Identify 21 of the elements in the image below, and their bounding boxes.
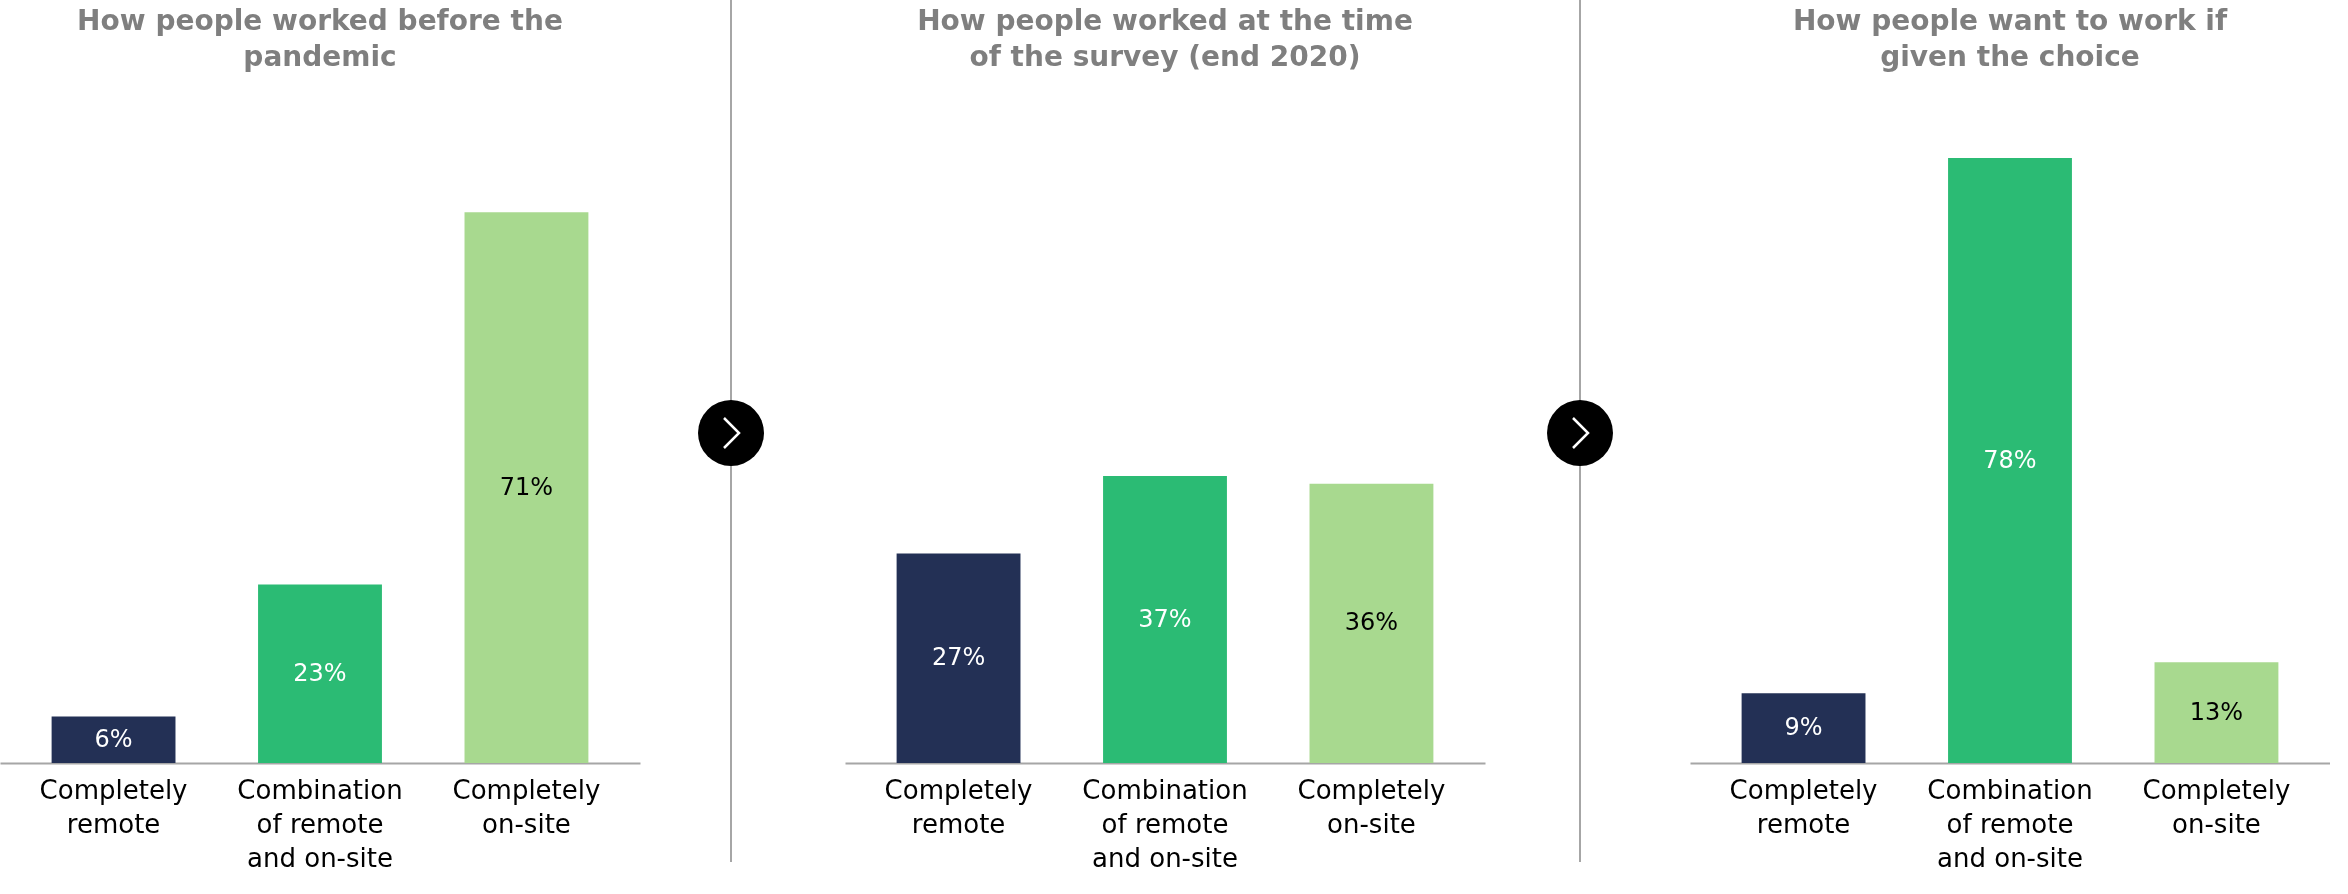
data-label: 27% <box>931 643 986 672</box>
x-tick-label: Combination of remote and on-site <box>237 774 403 873</box>
data-label: 23% <box>293 658 347 687</box>
x-tick-label: Completely on-site <box>452 774 601 839</box>
data-label: 71% <box>499 472 554 501</box>
data-label: 6% <box>94 724 133 753</box>
chart-title: How people worked at the time of the survey (end 2020) <box>917 4 1413 73</box>
x-tick-label: Completely on-site <box>2142 774 2291 839</box>
x-tick-label: Completely on-site <box>1297 774 1446 839</box>
data-label: 37% <box>1138 604 1192 633</box>
chart-title: How people worked before the pandemic <box>77 4 563 73</box>
x-tick-label: Completely remote <box>39 774 188 839</box>
x-tick-label: Combination of remote and on-site <box>1082 774 1248 873</box>
chart-title: How people want to work if given the choice <box>1792 4 2228 73</box>
data-label: 36% <box>1344 608 1399 637</box>
x-tick-label: Completely remote <box>884 774 1033 839</box>
data-label: 78% <box>1983 445 2037 474</box>
x-tick-label: Completely remote <box>1729 774 1878 839</box>
data-label: 13% <box>2189 697 2244 726</box>
x-tick-label: Combination of remote and on-site <box>1927 774 2093 873</box>
data-label: 9% <box>1784 713 1823 742</box>
